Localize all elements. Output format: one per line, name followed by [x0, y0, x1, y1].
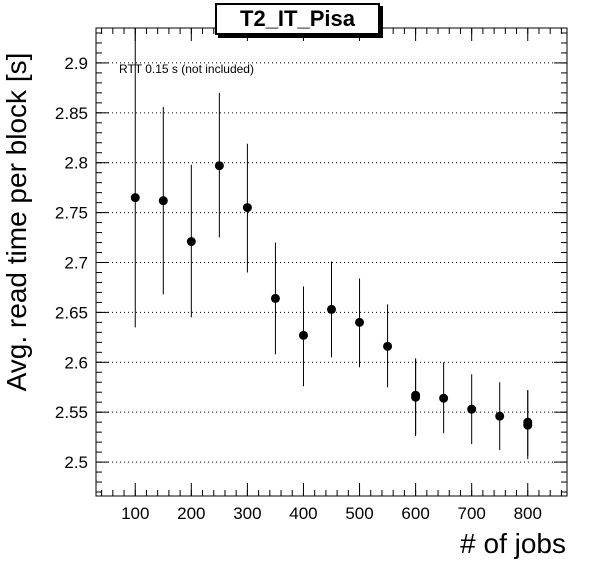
data-point	[383, 341, 393, 351]
data-point	[214, 161, 224, 171]
y-tick-label: 2.7	[64, 253, 88, 272]
y-tick-label: 2.65	[55, 303, 88, 322]
x-tick-label: 800	[514, 504, 542, 523]
data-point	[355, 317, 365, 327]
data-point	[130, 193, 140, 203]
y-tick-label: 2.85	[55, 104, 88, 123]
data-point	[327, 304, 336, 314]
x-tick-label: 500	[345, 504, 373, 523]
x-tick-label: 100	[121, 504, 149, 523]
data-point	[439, 393, 449, 403]
axis-ticks	[96, 28, 567, 496]
data-points	[130, 161, 533, 430]
data-point	[411, 390, 421, 400]
tick-labels: 2.5 2.55 2.6 2.65 2.7 2.75 2.8 2.85 2.9 100 200 300…	[55, 54, 542, 523]
data-point	[523, 417, 533, 427]
data-point	[495, 411, 505, 421]
data-point	[158, 196, 168, 206]
x-tick-label: 300	[233, 504, 261, 523]
data-point	[242, 203, 252, 213]
y-tick-label: 2.75	[55, 204, 88, 223]
y-tick-label: 2.5	[64, 453, 88, 472]
data-point	[186, 237, 196, 247]
x-tick-label: 400	[289, 504, 317, 523]
x-tick-label: 700	[457, 504, 485, 523]
y-tick-label: 2.6	[64, 353, 88, 372]
y-tick-label: 2.55	[55, 403, 88, 422]
x-tick-label: 200	[177, 504, 205, 523]
x-axis-label: # of jobs	[460, 528, 566, 559]
rtt-annotation: RTT 0.15 s (not included)	[119, 62, 254, 76]
x-tick-label: 600	[401, 504, 429, 523]
y-axis-label: Avg. read time per block [s]	[1, 52, 32, 392]
y-axis-label-container: Avg. read time per block [s]	[0, 0, 34, 450]
data-point	[298, 330, 308, 340]
y-tick-label: 2.9	[64, 54, 88, 73]
data-point	[270, 293, 280, 303]
data-point	[467, 404, 477, 414]
grid-lines	[96, 62, 567, 463]
chart-title: T2_IT_Pisa	[215, 3, 380, 35]
y-tick-label: 2.8	[64, 154, 88, 173]
